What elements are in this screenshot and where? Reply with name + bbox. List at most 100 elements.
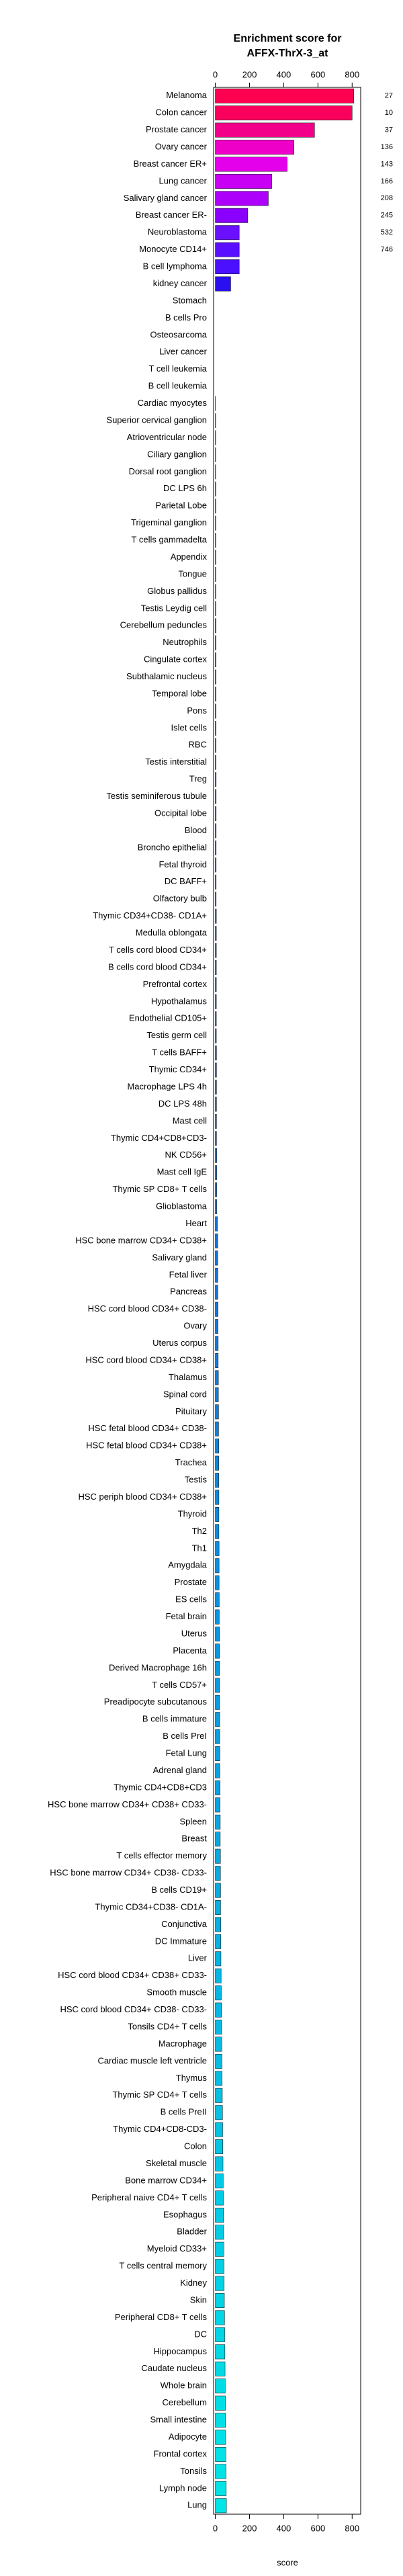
y-tick-label: Amygdala [168,1560,208,1570]
y-tick-label: Trachea [175,1457,208,1467]
bar [215,1985,222,2001]
y-tick-label: HSC bone marrow CD34+ CD38+ CD33- [48,1799,207,1809]
y-tick-label: Bone marrow CD34+ [125,2175,207,2185]
bar [215,157,287,172]
y-tick-label: Myeloid CD33+ [147,2243,207,2253]
y-tick-label: T cells cord blood CD34+ [109,945,207,955]
y-tick-label: Melanoma [166,90,207,100]
y-tick-label: Thalamus [169,1372,208,1382]
bar [215,1370,219,1385]
bar [215,1627,220,1641]
y-tick-label: Ovary cancer [155,141,208,151]
bar [215,242,240,257]
bar [215,908,217,924]
y-tick-label: Tonsils CD4+ T cells [128,2021,207,2031]
y-tick-label: T cells BAFF+ [152,1047,207,1058]
bar [215,1934,221,1949]
bar [215,1250,218,1266]
y-tick-label: Testis [185,1475,208,1485]
bar [215,1165,217,1180]
y-tick-label: Thymic CD4+CD8-CD3- [113,2124,207,2134]
y-tick-label: Hippocampus [154,2346,208,2356]
y-tick-label: Fetal brain [166,1611,207,1621]
y-tick-label: HSC periph blood CD34+ CD38+ [79,1492,208,1502]
bar [215,926,217,941]
y-tick-label: Derived Macrophage 16h [109,1662,207,1672]
bar [215,2259,224,2274]
y-tick-label: Adrenal gland [153,1765,207,1775]
x-tick-label: 600 [310,2523,325,2533]
y-tick-label: Breast cancer ER+ [134,159,207,169]
y-tick-label: Fetal thyroid [159,859,207,869]
y-tick-label: HSC cord blood CD34+ CD38+ CD33- [58,1970,207,1980]
bar [215,2293,225,2308]
y-tick-label: DC [194,2329,207,2339]
y-tick-label: Th1 [192,1543,207,1553]
y-tick-label: Cerebellum [163,2397,207,2407]
y-tick-label: Fetal Lung [166,1748,207,1758]
y-tick-label: Whole brain [161,2380,207,2391]
bar [215,259,240,275]
bar [215,1712,220,1727]
bar [215,1763,220,1778]
bar [215,1387,219,1402]
y-tick-label: Appendix [171,552,208,562]
bar [215,1353,219,1368]
x-tick-label: 0 [213,2523,218,2533]
bar [215,1660,220,1676]
bar [215,1848,221,1864]
y-tick-label: DC BAFF+ [165,876,207,886]
y-tick-label: Medulla oblongata [136,928,208,938]
bar [215,2413,226,2428]
y-tick-label: Caudate nucleus [141,2363,207,2373]
bar [215,977,217,992]
y-tick-label: DC Immature [155,1936,207,1946]
y-tick-label: Salivary gland cancer [124,193,208,203]
bar [215,1729,220,1744]
bar [215,105,353,121]
bar [215,88,355,103]
y-tick-label: ES cells [175,1594,207,1604]
bar [215,1216,218,1232]
bar [215,2036,222,2052]
y-tick-label: Uterus corpus [152,1338,207,1348]
bar [215,1558,220,1574]
bar [215,1575,220,1590]
y-tick-label: HSC bone marrow CD34+ CD38+ [75,1235,207,1245]
y-tick-label: Thymic CD4+CD8+CD3- [111,1133,207,1143]
y-tick-label: Pons [187,705,207,716]
bar [215,1045,217,1061]
y-tick-label: HSC bone marrow CD34+ CD38- CD33- [50,1868,207,1878]
y-tick-label: Macrophage LPS 4h [127,1081,207,1091]
bar [215,2139,224,2155]
bar [215,2276,225,2291]
y-tick-label: Superior cervical ganglion [106,415,207,425]
bar [215,1336,219,1351]
y-tick-label: Thyroid [178,1508,207,1518]
y-tick-label: B cell lymphoma [143,261,208,271]
y-tick-label: Tonsils [180,2466,207,2476]
chart-title: Enrichment score for [234,33,342,44]
x-tick-label: 0 [213,69,218,79]
bar [215,2395,226,2411]
y-tick-label: Testis interstitial [145,757,207,767]
bar [215,2241,224,2257]
y-tick-label: Lymph node [159,2483,207,2493]
side-label: 143 [381,160,393,168]
side-label: 10 [385,109,393,117]
y-tick-label: Hypothalamus [151,996,208,1006]
y-tick-label: Frontal cortex [154,2448,208,2458]
side-label: 532 [381,228,393,237]
y-tick-label: Fetal liver [169,1269,208,1279]
y-tick-label: Esophagus [163,2209,208,2219]
bar [215,1900,221,1915]
y-tick-label: HSC fetal blood CD34+ CD38+ [86,1441,207,1451]
bar [215,1011,217,1027]
y-tick-label: Ovary [183,1321,207,1331]
y-tick-label: Colon cancer [155,108,207,118]
bar [215,1097,217,1112]
y-tick-label: Mast cell [173,1115,207,1125]
bar [215,1473,219,1488]
bar [215,1592,220,1608]
y-tick-label: Thymic CD34+ [149,1064,207,1074]
